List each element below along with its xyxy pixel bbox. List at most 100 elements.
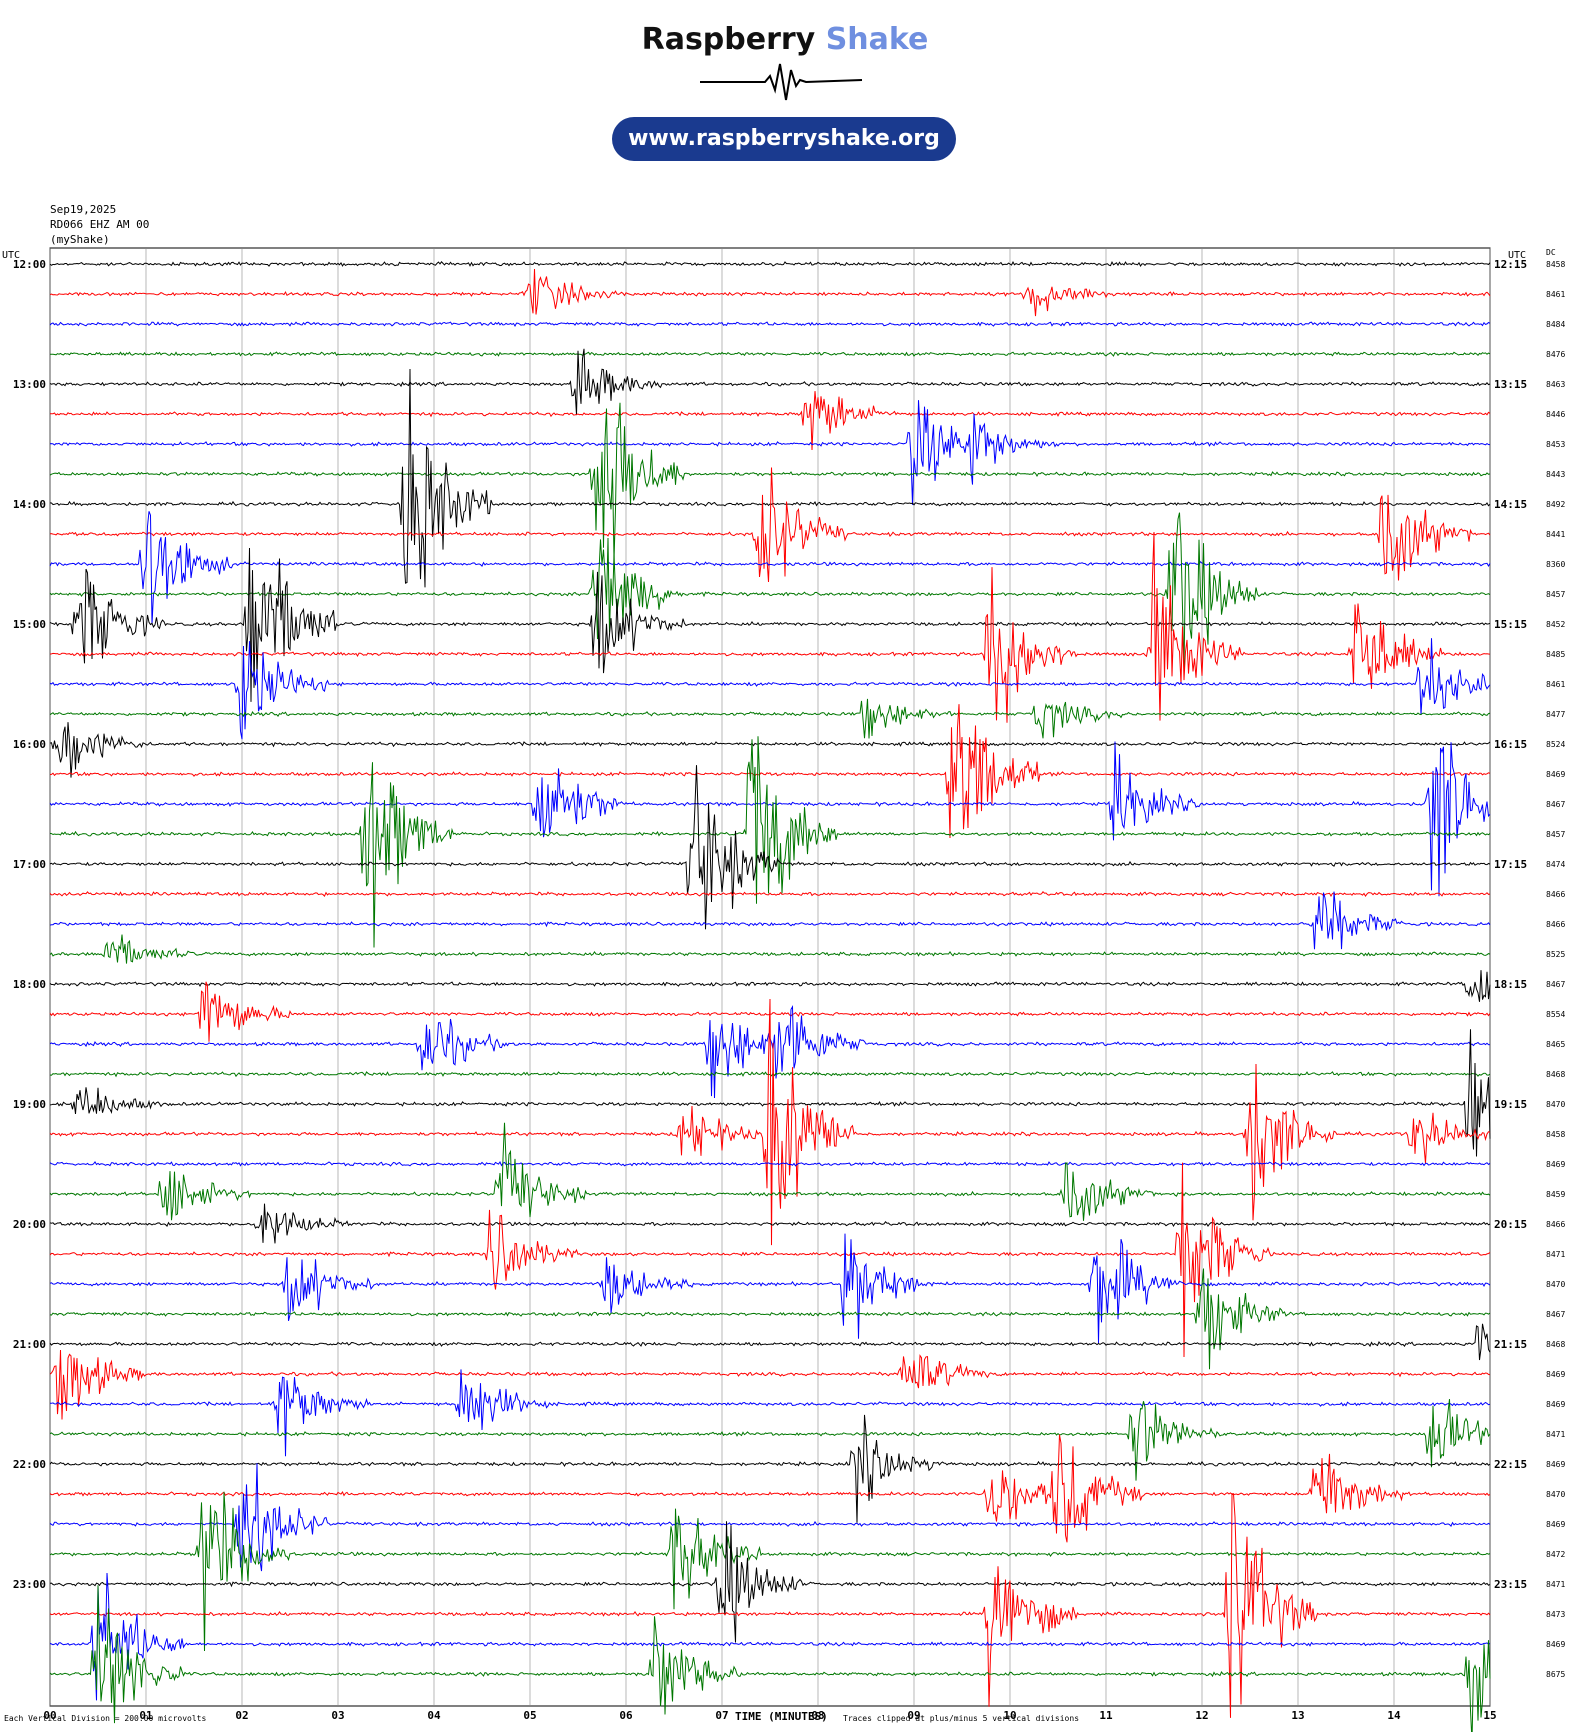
trace-row-37 [49,1349,1491,1420]
x-tick-02: 02 [235,1709,248,1722]
right-hour-label-5: 17:15 [1494,858,1527,871]
dc-value-row-37: 8469 [1546,1370,1565,1379]
dc-value-row-30: 8469 [1546,1160,1565,1169]
trace-row-4 [49,348,1491,416]
right-hour-label-4: 16:15 [1494,738,1527,751]
x-tick-04: 04 [427,1709,441,1722]
left-hour-label-4: 16:00 [13,738,46,751]
right-hour-label-9: 21:15 [1494,1338,1527,1351]
trace-row-22 [49,891,1491,950]
trace-row-12 [49,547,1491,702]
right-hour-label-10: 22:15 [1494,1458,1527,1471]
minute-gridlines [49,248,1491,1706]
trace-row-17 [49,704,1491,839]
x-tick-08: 08 [811,1709,824,1722]
dc-value-row-17: 8469 [1546,770,1565,779]
left-hour-label-6: 18:00 [13,978,46,991]
left-hour-label-11: 23:00 [13,1578,46,1591]
trace-row-21 [49,891,1491,898]
scale-note: Each Vertical Division = 200.00 microvol… [4,1714,207,1723]
trace-row-9 [49,467,1491,583]
trace-row-19 [49,736,1491,948]
trace-row-29 [49,998,1491,1246]
dc-value-row-32: 8466 [1546,1220,1565,1229]
trace-row-8 [49,368,1491,588]
left-hour-label-1: 13:00 [13,378,46,391]
dc-value-row-36: 8468 [1546,1340,1565,1349]
trace-row-20 [49,765,1491,930]
trace-row-45 [49,1493,1491,1718]
trace-row-43 [49,1491,1491,1652]
trace-row-40 [49,1414,1491,1523]
trace-row-34 [49,1233,1491,1344]
dc-value-row-6: 8453 [1546,440,1565,449]
trace-row-41 [49,1434,1491,1543]
trace-row-44 [49,1521,1491,1643]
dc-value-row-13: 8485 [1546,650,1565,659]
dc-value-row-25: 8554 [1546,1010,1565,1019]
trace-group [49,260,1491,1732]
trace-row-7 [49,402,1491,561]
dc-value-row-28: 8470 [1546,1100,1565,1109]
trace-row-13 [49,531,1491,723]
clip-note: Traces clipped at plus/minus 5 vertical … [843,1714,1080,1723]
trace-row-16 [49,722,1491,778]
trace-row-18 [49,741,1491,897]
right-hour-label-7: 19:15 [1494,1098,1527,1111]
right-hour-label-1: 13:15 [1494,378,1527,391]
trace-row-36 [49,1323,1491,1361]
trace-row-1 [49,268,1491,317]
dc-value-row-23: 8525 [1546,950,1565,959]
trace-row-15 [49,698,1491,739]
header-station: RD066 EHZ AM 00 [50,218,150,231]
left-hour-label-5: 17:00 [13,858,46,871]
left-hour-label-8: 20:00 [13,1218,46,1231]
trace-row-11 [49,512,1491,670]
x-tick-14: 14 [1387,1709,1401,1722]
x-axis-title: TIME (MINUTES) [735,1710,828,1723]
header-date: Sep19,2025 [50,203,117,216]
dc-value-row-39: 8471 [1546,1430,1565,1439]
trace-row-0 [49,260,1491,267]
trace-row-42 [49,1463,1491,1572]
website-url-pill[interactable]: www.raspberryshake.org [612,117,956,161]
x-tick-05: 05 [523,1709,536,1722]
dc-value-row-41: 8470 [1546,1490,1565,1499]
trace-row-14 [49,638,1491,740]
x-tick-09: 09 [907,1709,920,1722]
trace-row-39 [49,1399,1491,1481]
x-tick-07: 07 [715,1709,728,1722]
dc-value-row-45: 8473 [1546,1610,1565,1619]
station-header: Sep19,2025 RD066 EHZ AM 00 (myShake) [50,202,149,247]
dc-value-row-47: 8675 [1546,1670,1565,1679]
dc-value-row-15: 8477 [1546,710,1565,719]
brand-part-shake: Shake [825,22,929,57]
trace-row-47 [49,1585,1491,1732]
x-tick-03: 03 [331,1709,344,1722]
right-hour-label-3: 15:15 [1494,618,1527,631]
x-tick-00: 00 [43,1709,56,1722]
dc-value-row-26: 8465 [1546,1040,1565,1049]
dc-value-row-43: 8472 [1546,1550,1565,1559]
dc-value-row-19: 8457 [1546,830,1565,839]
trace-row-32 [49,1203,1491,1244]
right-hour-label-8: 20:15 [1494,1218,1527,1231]
dc-value-row-2: 8484 [1546,320,1565,329]
dc-value-row-4: 8463 [1546,380,1565,389]
dc-value-row-5: 8446 [1546,410,1565,419]
x-tick-11: 11 [1099,1709,1113,1722]
x-tick-15: 15 [1483,1709,1496,1722]
dc-value-row-12: 8452 [1546,620,1565,629]
left-axis-utc-label: UTC [2,250,20,261]
dc-value-row-1: 8461 [1546,290,1565,299]
raspberry-shake-logo: Raspberry Shake www.raspberryshake.org [0,0,1570,180]
trace-row-35 [49,1268,1491,1370]
plot-frame [49,247,1491,1707]
left-hour-label-0: 12:00 [13,258,46,271]
right-hour-label-2: 14:15 [1494,498,1527,511]
x-tick-13: 13 [1291,1709,1304,1722]
dc-header-label: DC [1546,248,1556,257]
dc-value-row-14: 8461 [1546,680,1565,689]
brand-name: Raspberry Shake [0,22,1570,57]
